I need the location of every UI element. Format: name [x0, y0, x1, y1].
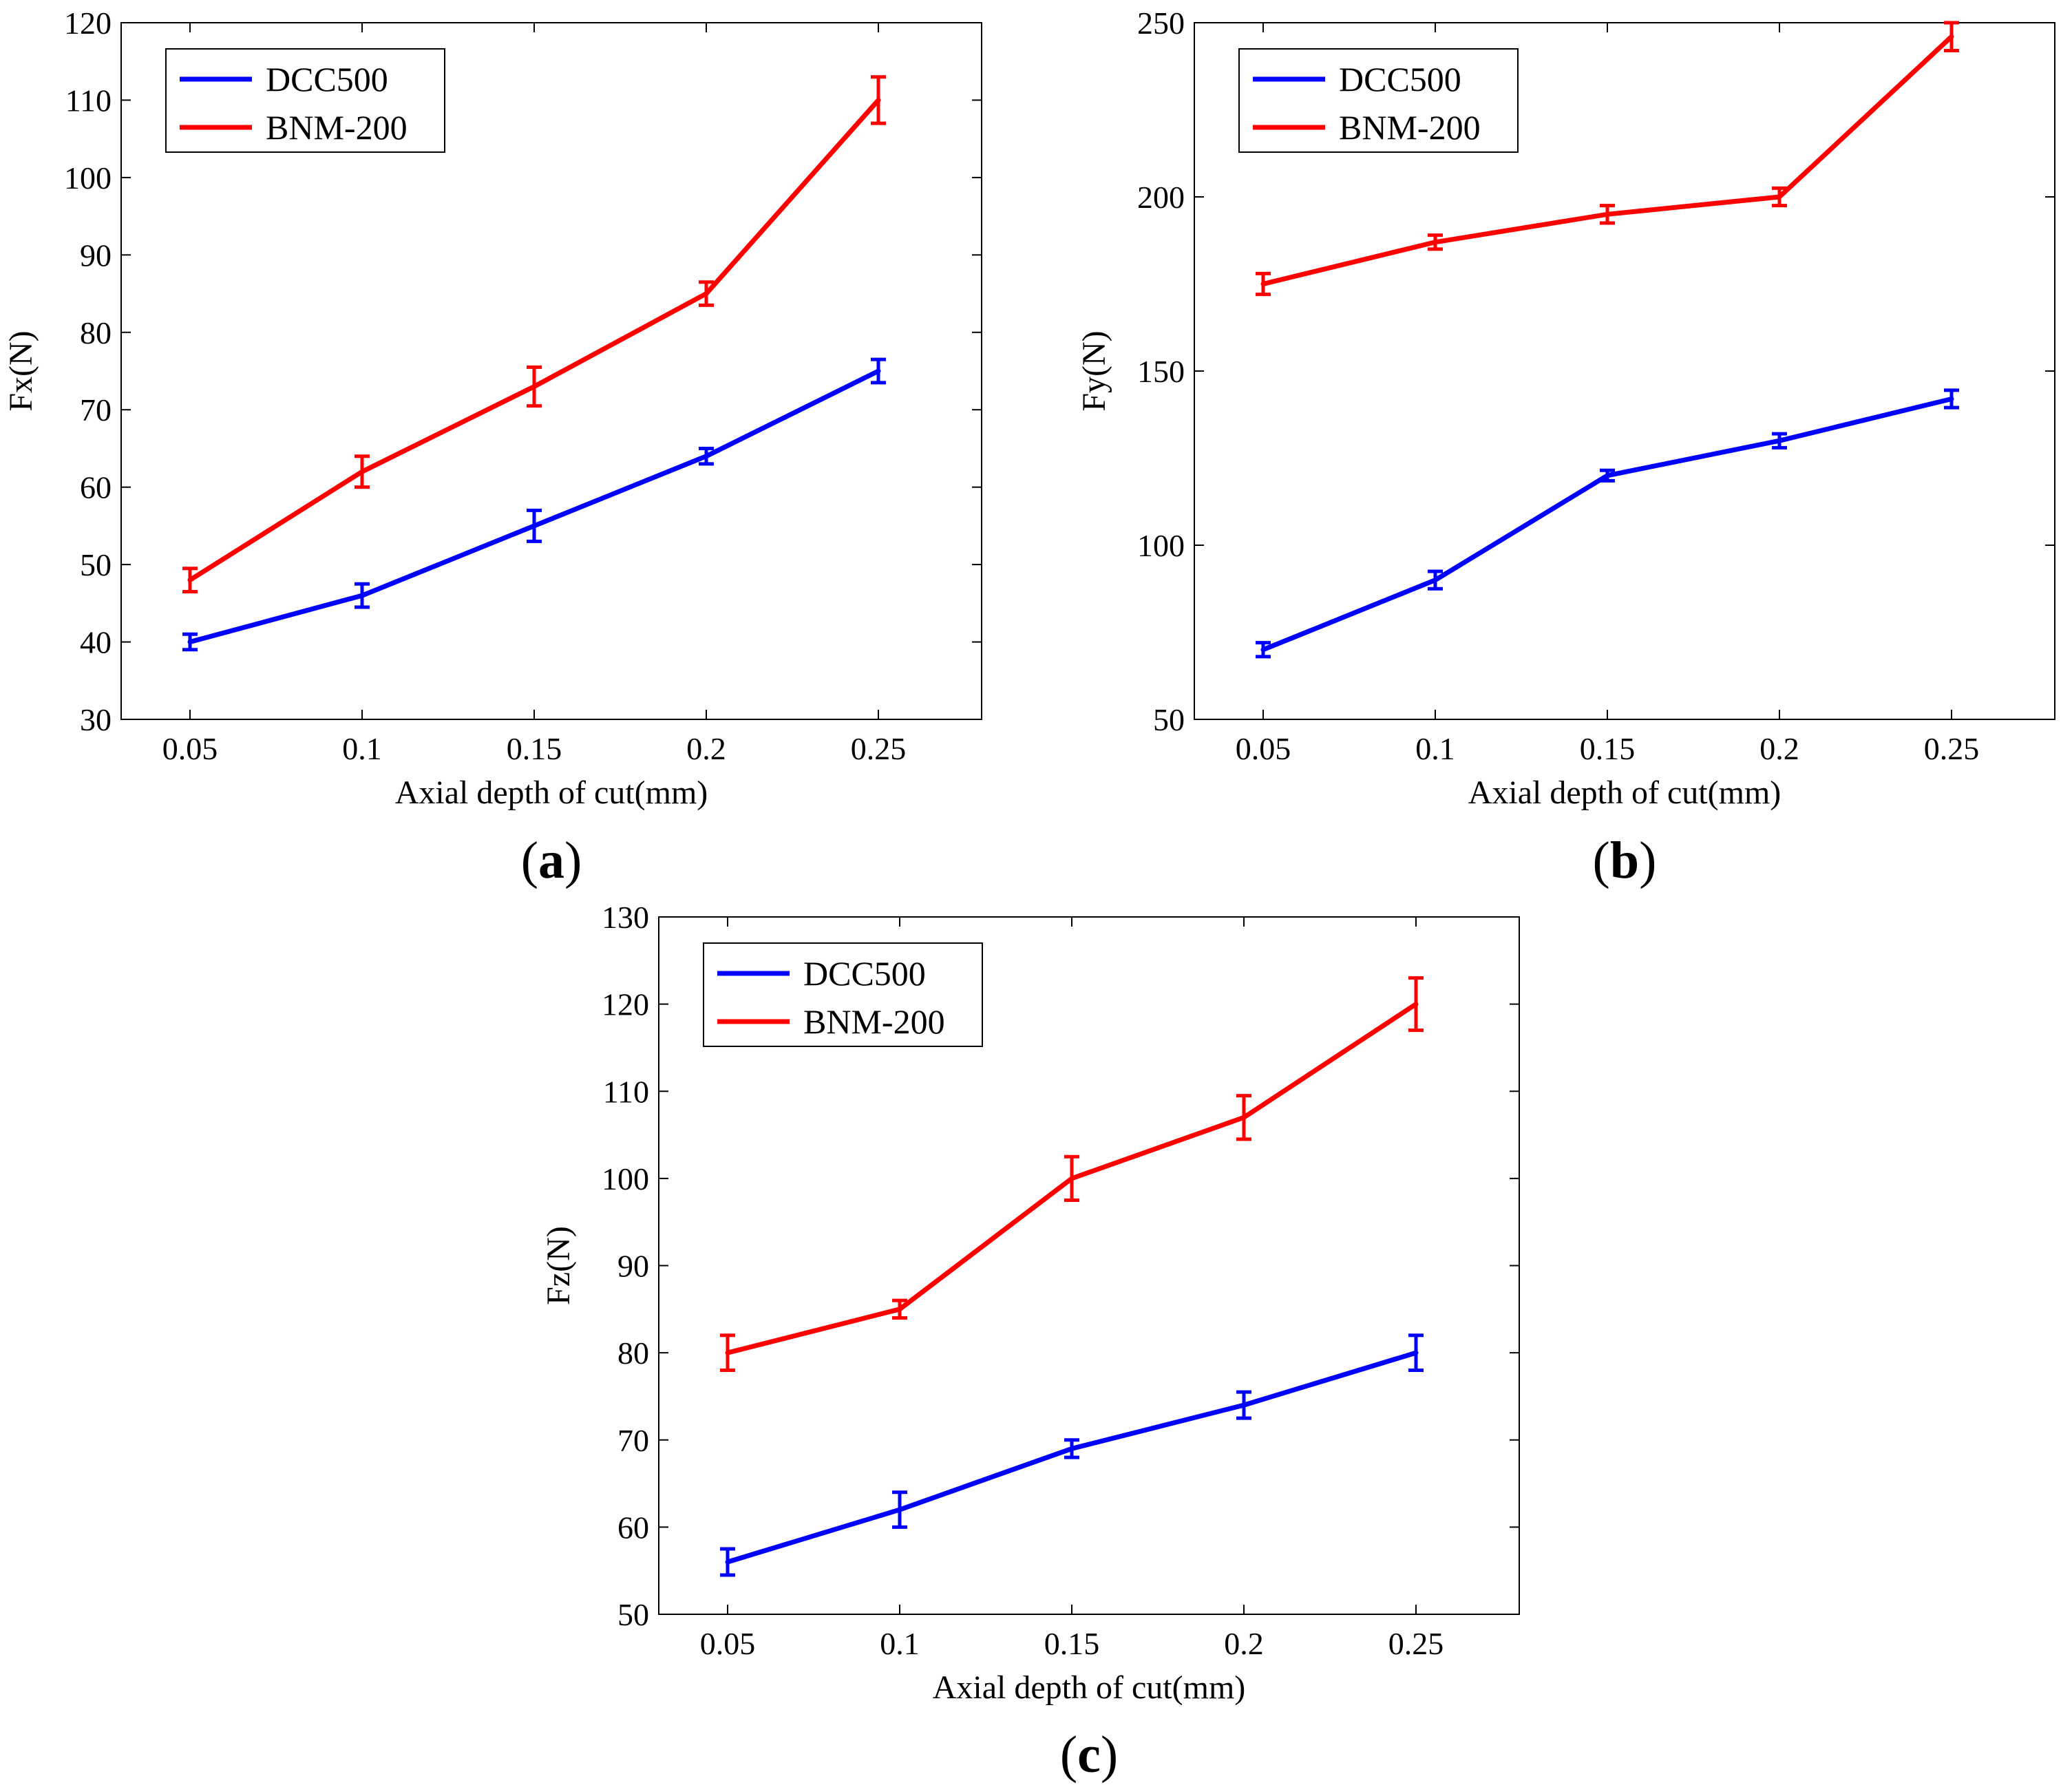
error-bar	[871, 357, 886, 385]
legend-box	[1238, 48, 1519, 153]
x-tick-label: 0.1	[1415, 731, 1455, 766]
error-bar	[699, 446, 714, 466]
legend-label: BNM-200	[266, 108, 408, 147]
panel-label: (a)	[521, 832, 582, 889]
y-tick-label: 200	[1137, 180, 1185, 215]
error-bar	[1772, 432, 1787, 450]
x-tick-label: 0.05	[1236, 731, 1291, 766]
y-tick-label: 60	[80, 470, 112, 505]
chart-panel-c: 50 60 70 80 90 100 110 120 130 0.05 0.1 0.15 0.2 0.25…	[540, 900, 1520, 1784]
plot-frame	[120, 22, 982, 720]
error-bar	[1428, 569, 1443, 591]
x-tick-label: 0.25	[1388, 1626, 1444, 1661]
error-bar	[1256, 271, 1271, 297]
error-bar	[1600, 204, 1615, 225]
error-bar	[1944, 388, 1959, 410]
error-bar	[355, 454, 370, 489]
y-tick-label: 50	[1153, 702, 1185, 737]
y-tick-label: 110	[603, 1074, 649, 1109]
y-tick-label: 60	[617, 1510, 649, 1545]
legend-box	[165, 48, 445, 153]
x-tick-label: 0.15	[1580, 731, 1636, 766]
y-tick-label: 90	[80, 237, 112, 273]
x-axis-label: Axial depth of cut(mm)	[395, 774, 708, 811]
chart-panel-a: 30 40 50 60 70 80 90 100 110 120 0.05 0.1 0.15 0.2 0.2…	[3, 6, 982, 889]
legend-label: DCC500	[266, 60, 388, 98]
error-bar	[1944, 21, 1959, 52]
error-bar	[527, 365, 542, 408]
error-bar	[527, 508, 542, 543]
x-tick-label: 0.15	[507, 731, 562, 766]
x-tick-label: 0.15	[1044, 1626, 1100, 1661]
x-tick-label: 0.05	[162, 731, 218, 766]
error-bar	[720, 1547, 735, 1577]
y-tick-label: 250	[1137, 6, 1185, 41]
legend-label: BNM-200	[1339, 108, 1481, 147]
y-tick-label: 80	[80, 315, 112, 350]
panel-label: (c)	[1060, 1726, 1118, 1784]
y-tick-label: 150	[1137, 354, 1185, 389]
error-bar	[1236, 1390, 1251, 1420]
y-tick-label: 110	[65, 83, 112, 118]
error-bar	[1256, 641, 1271, 659]
y-tick-label: 70	[80, 392, 112, 427]
series-line-dcc500	[1260, 396, 1954, 653]
legend: DCC500 BNM-200	[703, 942, 983, 1047]
error-bar	[892, 1490, 907, 1529]
error-bar	[1408, 976, 1424, 1033]
y-tick-label: 100	[1137, 528, 1185, 563]
y-tick-label: 30	[80, 702, 112, 737]
error-bar	[720, 1333, 735, 1372]
y-tick-label: 70	[617, 1423, 649, 1458]
legend-label: DCC500	[803, 954, 926, 993]
error-bar	[871, 75, 886, 125]
error-bar	[1064, 1154, 1079, 1203]
x-tick-label: 0.1	[342, 731, 382, 766]
legend: DCC500 BNM-200	[165, 48, 445, 153]
y-tick-label: 100	[64, 160, 112, 196]
error-bar	[182, 567, 198, 593]
x-axis-label: Axial depth of cut(mm)	[1468, 774, 1782, 811]
x-tick-label: 0.05	[700, 1626, 756, 1661]
error-bar	[1772, 186, 1787, 208]
x-tick-label: 0.2	[1759, 731, 1799, 766]
y-tick-label: 40	[80, 625, 112, 660]
x-tick-label: 0.1	[880, 1626, 920, 1661]
y-tick-label: 90	[617, 1249, 649, 1284]
y-axis-label: Fx(N)	[3, 330, 39, 411]
x-tick-label: 0.25	[851, 731, 907, 766]
error-bar	[1064, 1438, 1079, 1459]
y-tick-label: 80	[617, 1335, 649, 1371]
y-tick-label: 50	[80, 547, 112, 582]
y-tick-label: 120	[602, 987, 649, 1022]
y-tick-label: 130	[602, 900, 649, 935]
panel-label: (b)	[1593, 832, 1657, 889]
error-bar	[892, 1298, 907, 1320]
error-bar	[1600, 468, 1615, 483]
x-tick-label: 0.2	[1224, 1626, 1264, 1661]
error-bar	[1236, 1094, 1251, 1141]
error-bar	[182, 632, 198, 652]
x-axis-label: Axial depth of cut(mm)	[933, 1669, 1246, 1706]
x-tick-label: 0.2	[686, 731, 726, 766]
error-bar	[1408, 1333, 1424, 1372]
series-line-dcc500	[187, 368, 881, 645]
x-tick-label: 0.25	[1924, 731, 1980, 766]
y-axis-label: Fy(N)	[1076, 330, 1112, 411]
legend-box	[703, 942, 983, 1047]
error-bar	[1428, 233, 1443, 251]
series-line-bnm-200	[187, 97, 881, 583]
y-tick-label: 50	[617, 1597, 649, 1632]
y-tick-label: 120	[64, 6, 112, 41]
error-bar	[355, 582, 370, 609]
legend: DCC500 BNM-200	[1238, 48, 1519, 153]
error-bar	[699, 280, 714, 307]
y-tick-label: 100	[602, 1161, 649, 1196]
legend-label: BNM-200	[803, 1002, 945, 1041]
chart-panel-b: 50 100 150 200 250 0.05 0.1 0.15 0.2 0.25 Axial de…	[1076, 6, 2055, 889]
y-axis-label: Fz(N)	[540, 1226, 577, 1305]
legend-label: DCC500	[1339, 60, 1461, 98]
